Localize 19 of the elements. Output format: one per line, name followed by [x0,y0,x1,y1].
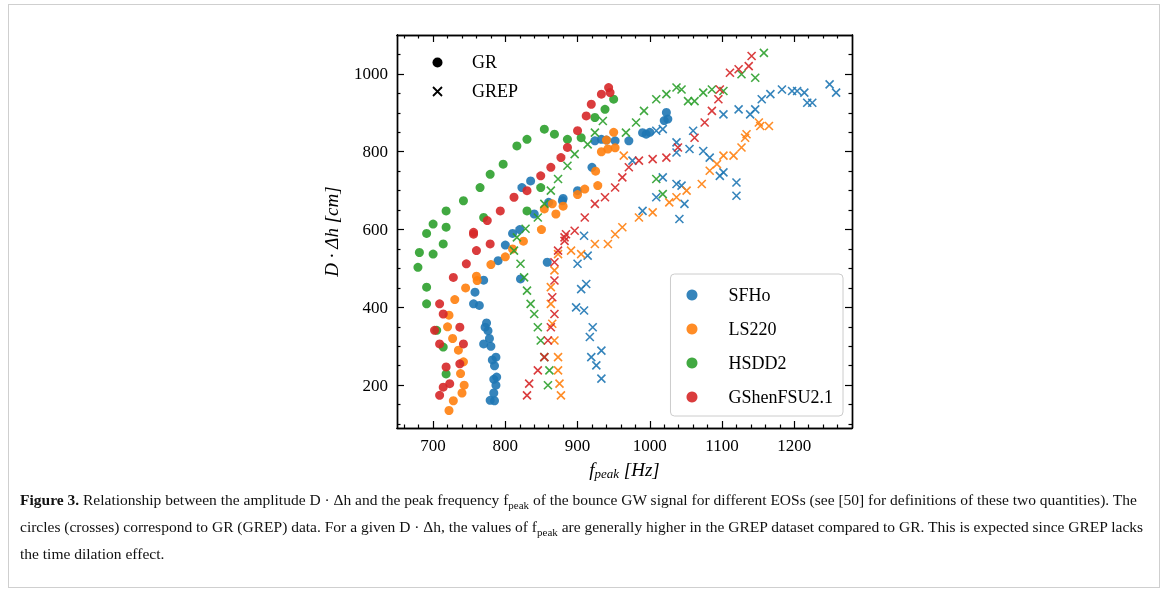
caption: Figure 3. [20,491,80,508]
annotation: GR [472,51,498,74]
y-axis-title: D · Δh [cm] [321,186,342,278]
annotation: GREP [472,80,519,103]
y-tick-label: 1000 [354,64,388,84]
x-tick-label: 1200 [777,436,812,455]
x-tick-label: 800 [492,436,519,455]
x-tick-label: 900 [564,436,591,455]
x-tick-label: 700 [420,436,446,455]
y-tick-label: 400 [362,297,388,317]
legend-label: GShenFSU2.1 [728,387,834,407]
legend-label: SFHo [728,285,771,305]
x-tick-label: 1000 [632,436,667,455]
legend-label: LS220 [728,319,777,339]
y-tick-label: 600 [362,220,388,240]
y-tick-label: 800 [362,142,388,162]
legend-label: HSDD2 [728,353,787,373]
x-tick-label: 1100 [705,436,739,455]
y-tick-label: 200 [362,375,388,395]
